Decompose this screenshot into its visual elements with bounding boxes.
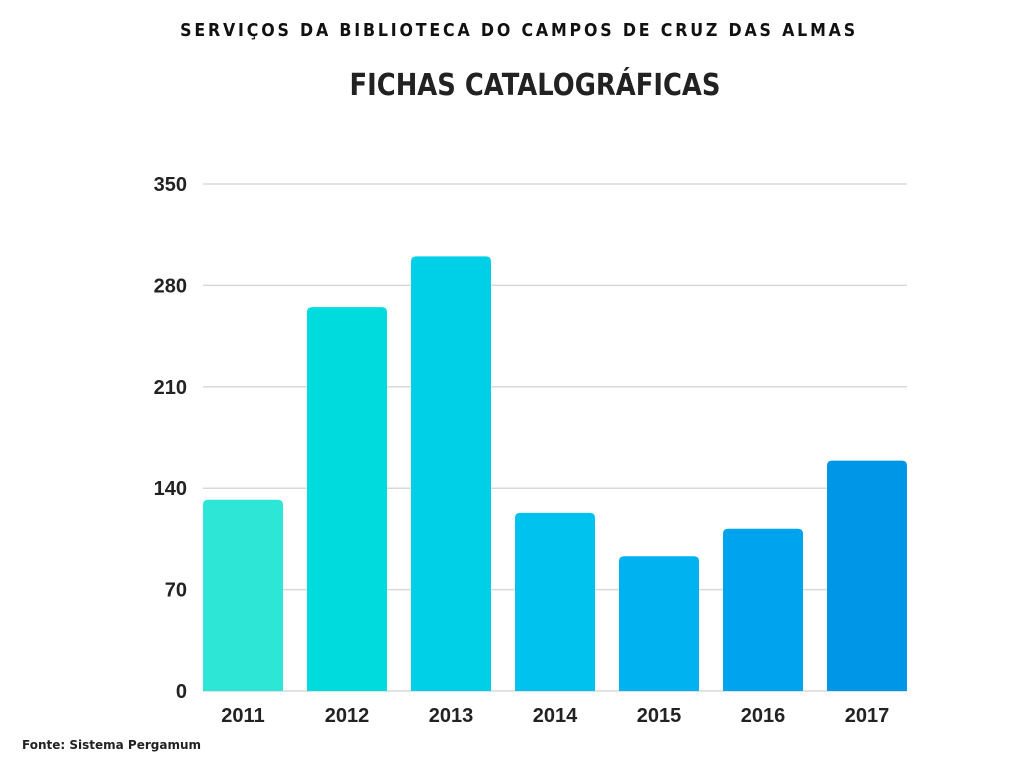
bar-2015 [619,556,699,691]
chart-supertitle: SERVIÇOS DA BIBLIOTECA DO CAMPOS DE CRUZ… [180,20,858,41]
x-tick-label: 2013 [429,705,474,727]
y-tick-label: 0 [176,681,187,703]
x-tick-label: 2012 [325,705,370,727]
bar-2013 [411,256,491,691]
y-tick-label: 350 [154,174,187,196]
bar-2016 [723,528,803,691]
bar-2012 [307,307,387,691]
chart-title: FICHAS CATALOGRÁFICAS [349,68,721,103]
x-axis-ticks: 2011 2012 2013 2014 2015 2016 2017 [221,705,889,727]
bar-2017 [827,460,907,691]
bar-2014 [515,512,595,691]
y-tick-label: 280 [154,275,187,297]
x-tick-label: 2011 [221,705,264,727]
x-tick-label: 2016 [741,705,786,727]
y-tick-label: 140 [154,478,187,500]
x-tick-label: 2014 [533,705,578,727]
bar-2011 [203,499,283,691]
y-axis-ticks: 0 70 140 210 280 350 [154,174,187,703]
x-tick-label: 2015 [637,705,682,727]
bars [203,256,907,691]
y-tick-label: 70 [165,580,187,602]
source-note: Fonte: Sistema Pergamum [22,738,201,752]
y-tick-label: 210 [154,377,187,399]
x-tick-label: 2017 [845,705,890,727]
